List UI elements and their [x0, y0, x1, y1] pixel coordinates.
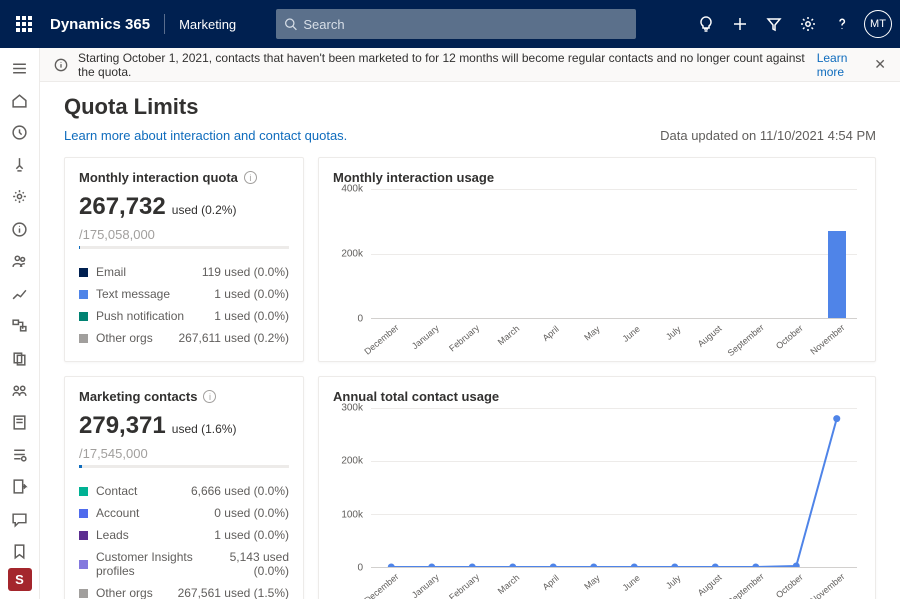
nav-chart-icon[interactable]	[0, 278, 40, 310]
nav-people-icon[interactable]	[0, 245, 40, 277]
legend-row: Contact 6,666 used (0.0%)	[79, 480, 289, 502]
legend-row: Text message 1 used (0.0%)	[79, 283, 289, 305]
nav-bookmark-icon[interactable]	[0, 535, 40, 567]
nav-copy-icon[interactable]	[0, 342, 40, 374]
notification-learn-more-link[interactable]: Learn more	[817, 51, 875, 79]
data-updated-label: Data updated on 11/10/2021 4:54 PM	[660, 128, 876, 143]
nav-export-icon[interactable]	[0, 471, 40, 503]
legend-row: Push notification 1 used (0.0%)	[79, 305, 289, 327]
contact-usage-chart: 0100k200k300k DecemberJanuaryFebruaryMar…	[333, 408, 861, 598]
interaction-quota-used: used (0.2%)	[172, 203, 237, 217]
brand-label: Dynamics 365	[50, 16, 150, 33]
nav-chat-icon[interactable]	[0, 503, 40, 535]
user-avatar[interactable]: MT	[864, 10, 892, 38]
app-label: Marketing	[179, 17, 236, 32]
color-swatch	[79, 509, 88, 518]
color-swatch	[79, 531, 88, 540]
color-swatch	[79, 334, 88, 343]
marketing-contacts-progress	[79, 465, 289, 468]
legend-value: 1 used (0.0%)	[214, 309, 289, 323]
help-icon[interactable]	[826, 8, 858, 40]
legend-value: 6,666 used (0.0%)	[191, 484, 289, 498]
interaction-usage-title: Monthly interaction usage	[333, 170, 861, 185]
nav-contacts-icon[interactable]	[0, 374, 40, 406]
legend-value: 0 used (0.0%)	[214, 506, 289, 520]
interaction-quota-card: Monthly interaction quota i 267,732 used …	[64, 157, 304, 362]
nav-journeys-icon[interactable]	[0, 310, 40, 342]
legend-label: Text message	[96, 287, 170, 301]
global-header: Dynamics 365 Marketing MT	[0, 0, 900, 48]
legend-row: Other orgs 267,611 used (0.2%)	[79, 327, 289, 349]
info-icon	[54, 58, 68, 72]
nav-info-icon[interactable]	[0, 213, 40, 245]
legend-value: 267,611 used (0.2%)	[178, 331, 289, 345]
notification-text: Starting October 1, 2021, contacts that …	[78, 51, 813, 79]
search-input[interactable]	[303, 17, 628, 32]
legend-value: 119 used (0.0%)	[202, 265, 289, 279]
interaction-usage-chart: 0200k400k DecemberJanuaryFebruaryMarchAp…	[333, 189, 861, 349]
nav-app-badge[interactable]: S	[8, 568, 32, 591]
settings-icon[interactable]	[792, 8, 824, 40]
marketing-contacts-value: 279,371	[79, 412, 166, 440]
nav-menu-icon[interactable]	[0, 52, 40, 84]
global-search[interactable]	[276, 9, 636, 39]
legend-value: 1 used (0.0%)	[214, 528, 289, 542]
nav-page-icon[interactable]	[0, 406, 40, 438]
legend-row: Account 0 used (0.0%)	[79, 502, 289, 524]
marketing-contacts-title: Marketing contacts	[79, 389, 197, 404]
contact-usage-chart-card: Annual total contact usage 0100k200k300k…	[318, 376, 876, 599]
nav-pinned-icon[interactable]	[0, 149, 40, 181]
notification-close-icon[interactable]: ✕	[874, 56, 886, 73]
legend-label: Customer Insights profiles	[96, 550, 204, 578]
legend-label: Account	[96, 506, 139, 520]
legend-label: Leads	[96, 528, 129, 542]
header-divider	[164, 14, 165, 34]
nav-list-icon[interactable]	[0, 439, 40, 471]
legend-row: Email 119 used (0.0%)	[79, 261, 289, 283]
interaction-quota-value: 267,732	[79, 193, 166, 221]
interaction-quota-total: /175,058,000	[79, 227, 155, 242]
search-icon	[284, 17, 297, 31]
nav-home-icon[interactable]	[0, 84, 40, 116]
main-scroll-area[interactable]: Starting October 1, 2021, contacts that …	[40, 48, 900, 599]
info-icon[interactable]: i	[203, 390, 216, 403]
interaction-quota-progress	[79, 246, 289, 249]
nav-recent-icon[interactable]	[0, 116, 40, 148]
marketing-contacts-used: used (1.6%)	[172, 422, 237, 436]
interaction-quota-title: Monthly interaction quota	[79, 170, 238, 185]
color-swatch	[79, 312, 88, 321]
app-launcher-button[interactable]	[8, 8, 40, 40]
color-swatch	[79, 290, 88, 299]
marketing-contacts-total: /17,545,000	[79, 446, 148, 461]
color-swatch	[79, 268, 88, 277]
learn-more-link[interactable]: Learn more about interaction and contact…	[64, 128, 347, 143]
legend-value: 1 used (0.0%)	[214, 287, 289, 301]
legend-row: Other orgs 267,561 used (1.5%)	[79, 582, 289, 599]
legend-row: Leads 1 used (0.0%)	[79, 524, 289, 546]
interaction-usage-chart-card: Monthly interaction usage 0200k400k Dece…	[318, 157, 876, 362]
info-icon[interactable]: i	[244, 171, 257, 184]
legend-label: Email	[96, 265, 126, 279]
notification-bar: Starting October 1, 2021, contacts that …	[40, 48, 900, 82]
legend-value: 5,143 used (0.0%)	[212, 550, 289, 578]
marketing-contacts-card: Marketing contactsi 279,371 used (1.6%) …	[64, 376, 304, 599]
legend-label: Push notification	[96, 309, 184, 323]
legend-label: Other orgs	[96, 586, 153, 599]
color-swatch	[79, 487, 88, 496]
nav-settings-icon[interactable]	[0, 181, 40, 213]
left-nav-rail: S	[0, 48, 40, 599]
tips-icon[interactable]	[690, 8, 722, 40]
contact-usage-title: Annual total contact usage	[333, 389, 861, 404]
add-icon[interactable]	[724, 8, 756, 40]
legend-label: Other orgs	[96, 331, 153, 345]
legend-value: 267,561 used (1.5%)	[178, 586, 289, 599]
legend-label: Contact	[96, 484, 137, 498]
page-title: Quota Limits	[64, 94, 876, 120]
chart-bar	[828, 231, 846, 318]
filter-icon[interactable]	[758, 8, 790, 40]
color-swatch	[79, 589, 88, 598]
legend-row: Customer Insights profiles 5,143 used (0…	[79, 546, 289, 582]
color-swatch	[79, 560, 88, 569]
